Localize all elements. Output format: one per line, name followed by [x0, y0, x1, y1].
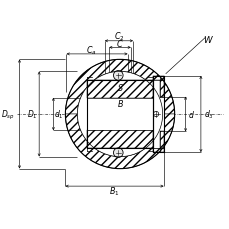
Text: $d$: $d$ — [187, 109, 194, 120]
Circle shape — [113, 71, 123, 81]
Text: $S$: $S$ — [116, 82, 123, 93]
Polygon shape — [65, 114, 174, 169]
Text: $W$: $W$ — [202, 34, 213, 45]
Polygon shape — [87, 131, 152, 148]
Text: $d_1$: $d_1$ — [54, 108, 64, 121]
Text: $B_1$: $B_1$ — [109, 185, 119, 197]
Text: $B$: $B$ — [116, 98, 123, 109]
Circle shape — [77, 72, 162, 157]
Text: $C_a$: $C_a$ — [86, 44, 97, 57]
Polygon shape — [159, 81, 163, 97]
Circle shape — [113, 148, 123, 158]
Polygon shape — [152, 76, 163, 81]
Text: $C_2$: $C_2$ — [113, 30, 124, 42]
Polygon shape — [152, 148, 163, 153]
Polygon shape — [159, 132, 163, 148]
Text: $D_1$: $D_1$ — [27, 108, 37, 121]
Text: $d_3$: $d_3$ — [203, 108, 213, 121]
Polygon shape — [152, 81, 163, 148]
Text: $C$: $C$ — [116, 38, 123, 49]
Polygon shape — [65, 60, 174, 114]
Text: $D_{sp}$: $D_{sp}$ — [1, 108, 15, 121]
Polygon shape — [87, 98, 152, 131]
Polygon shape — [87, 81, 152, 98]
Circle shape — [153, 112, 158, 117]
